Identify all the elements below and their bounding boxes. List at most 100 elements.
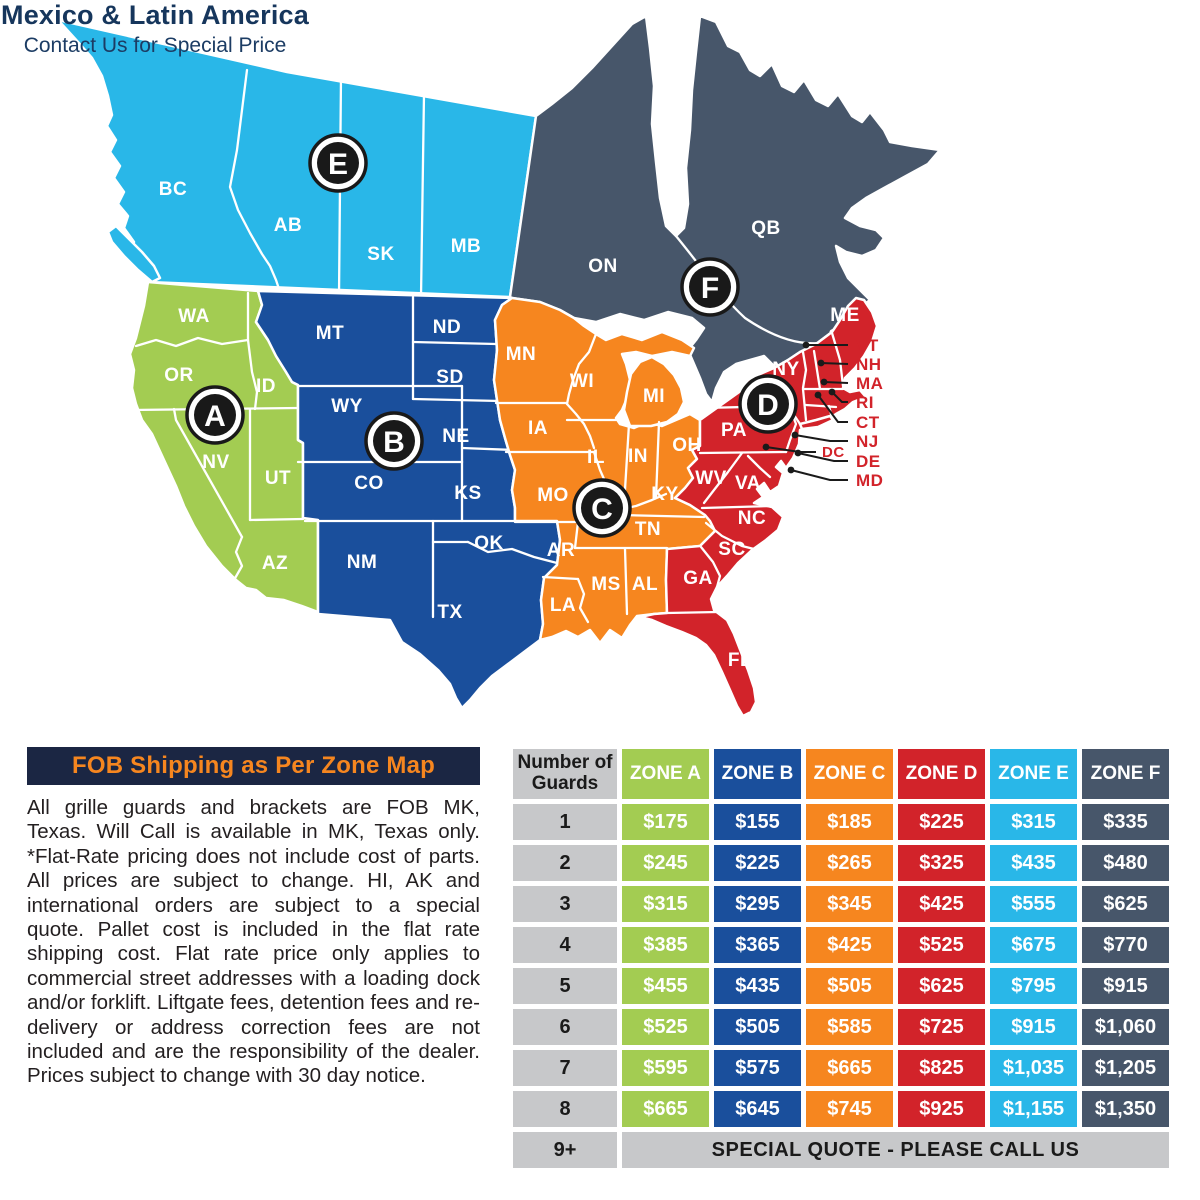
zone-c-marker: C xyxy=(572,478,632,538)
table-row: 4 $385 $365 $425 $525 $675 $770 xyxy=(513,927,1169,963)
label-ms: MS xyxy=(591,574,621,595)
guards-count: 9+ xyxy=(513,1132,617,1168)
price-cell: $745 xyxy=(806,1091,893,1127)
price-cell: $425 xyxy=(806,927,893,963)
label-id: ID xyxy=(256,376,276,397)
svg-text:D: D xyxy=(757,389,779,422)
price-cell: $315 xyxy=(990,804,1077,840)
zone-a-marker: A xyxy=(185,385,245,445)
price-cell: $365 xyxy=(714,927,801,963)
table-header-row: Number of Guards ZONE A ZONE B ZONE C ZO… xyxy=(513,749,1169,799)
label-tn: TN xyxy=(635,519,661,540)
label-ok: OK xyxy=(474,533,504,554)
guards-count: 5 xyxy=(513,968,617,1004)
svg-text:E: E xyxy=(328,148,348,181)
price-cell: $325 xyxy=(898,845,985,881)
label-pa: PA xyxy=(721,420,747,441)
long-island-shape xyxy=(798,414,835,431)
label-al: AL xyxy=(632,574,658,595)
zone-f-shape xyxy=(508,14,942,404)
callout-nj: NJ xyxy=(856,432,879,451)
zone-map-svg: VT NH MA RI CT NJ DC DE MD BC AB SK MB O… xyxy=(58,14,942,716)
price-cell: $435 xyxy=(990,845,1077,881)
michigan-shape xyxy=(622,355,686,428)
label-wy: WY xyxy=(331,396,363,417)
price-cell: $425 xyxy=(898,886,985,922)
label-mb: MB xyxy=(451,236,482,257)
guards-count: 7 xyxy=(513,1050,617,1086)
price-cell: $725 xyxy=(898,1009,985,1045)
callout-de: DE xyxy=(856,452,881,471)
zone-e-marker: E xyxy=(308,133,368,193)
table-row: 6 $525 $505 $585 $725 $915 $1,060 xyxy=(513,1009,1169,1045)
label-ca: CA xyxy=(152,498,180,519)
fob-body-text: All grille guards and brackets are FOB M… xyxy=(27,796,480,1088)
label-mo: MO xyxy=(537,485,569,506)
label-ab: AB xyxy=(274,215,302,236)
label-nd: ND xyxy=(433,317,461,338)
price-cell: $585 xyxy=(806,1009,893,1045)
label-nv: NV xyxy=(202,452,229,473)
label-tx: TX xyxy=(437,602,462,623)
label-sc: SC xyxy=(718,539,745,560)
price-cell: $645 xyxy=(714,1091,801,1127)
label-me: ME xyxy=(830,305,860,326)
price-cell: $175 xyxy=(622,804,709,840)
price-cell: $770 xyxy=(1082,927,1169,963)
price-cell: $225 xyxy=(898,804,985,840)
callout-labels: VT NH MA RI CT NJ DC DE MD xyxy=(822,336,883,490)
callout-dc: DC xyxy=(822,444,845,461)
table-row: 1 $175 $155 $185 $225 $315 $335 xyxy=(513,804,1169,840)
price-cell: $245 xyxy=(622,845,709,881)
label-nc: NC xyxy=(738,508,766,529)
price-cell: $595 xyxy=(622,1050,709,1086)
table-row: 8 $665 $645 $745 $925 $1,155 $1,350 xyxy=(513,1091,1169,1127)
zone-f-marker: F xyxy=(680,257,740,317)
zone-map: VT NH MA RI CT NJ DC DE MD BC AB SK MB O… xyxy=(58,14,942,716)
label-mt: MT xyxy=(316,323,344,344)
label-ia: IA xyxy=(528,418,548,439)
price-cell: $505 xyxy=(806,968,893,1004)
price-cell: $1,035 xyxy=(990,1050,1077,1086)
fob-header-banner: FOB Shipping as Per Zone Map xyxy=(27,747,480,785)
label-ny: NY xyxy=(772,359,799,380)
price-cell: $435 xyxy=(714,968,801,1004)
mexico-title: Mexico & Latin America xyxy=(1,0,309,30)
special-quote-cell: SPECIAL QUOTE - PLEASE CALL US xyxy=(622,1132,1169,1168)
price-cell: $315 xyxy=(622,886,709,922)
col-header-guards: Number of Guards xyxy=(513,749,617,799)
price-cell: $555 xyxy=(990,886,1077,922)
price-cell: $385 xyxy=(622,927,709,963)
label-on: ON xyxy=(588,256,618,277)
price-cell: $1,350 xyxy=(1082,1091,1169,1127)
label-mn: MN xyxy=(506,344,537,365)
price-cell: $825 xyxy=(898,1050,985,1086)
price-cell: $345 xyxy=(806,886,893,922)
shipping-info: FOB Shipping as Per Zone Map All grille … xyxy=(27,747,480,1089)
price-cell: $795 xyxy=(990,968,1077,1004)
fob-header-text: FOB Shipping as Per Zone Map xyxy=(72,752,435,779)
callout-ma: MA xyxy=(856,374,883,393)
price-cell: $185 xyxy=(806,804,893,840)
label-fl: FL xyxy=(728,650,752,671)
state-labels: BC AB SK MB ON QB WA OR ID NV UT CA AZ M… xyxy=(152,179,860,671)
guards-count: 8 xyxy=(513,1091,617,1127)
table-row: 2 $245 $225 $265 $325 $435 $480 xyxy=(513,845,1169,881)
col-header-zone-c: ZONE C xyxy=(806,749,893,799)
zone-b-marker: B xyxy=(364,411,424,471)
price-cell: $265 xyxy=(806,845,893,881)
price-cell: $525 xyxy=(622,1009,709,1045)
pricing-table: Number of Guards ZONE A ZONE B ZONE C ZO… xyxy=(508,744,1174,1173)
price-cell: $295 xyxy=(714,886,801,922)
col-header-zone-f: ZONE F xyxy=(1082,749,1169,799)
label-wv: WV xyxy=(695,468,727,489)
svg-text:B: B xyxy=(383,426,405,459)
price-cell: $335 xyxy=(1082,804,1169,840)
price-cell: $675 xyxy=(990,927,1077,963)
svg-text:C: C xyxy=(591,493,613,526)
callout-nh: NH xyxy=(856,355,882,374)
col-header-zone-e: ZONE E xyxy=(990,749,1077,799)
label-va: VA xyxy=(735,473,761,494)
zone-markers: A B C D E xyxy=(185,133,798,538)
